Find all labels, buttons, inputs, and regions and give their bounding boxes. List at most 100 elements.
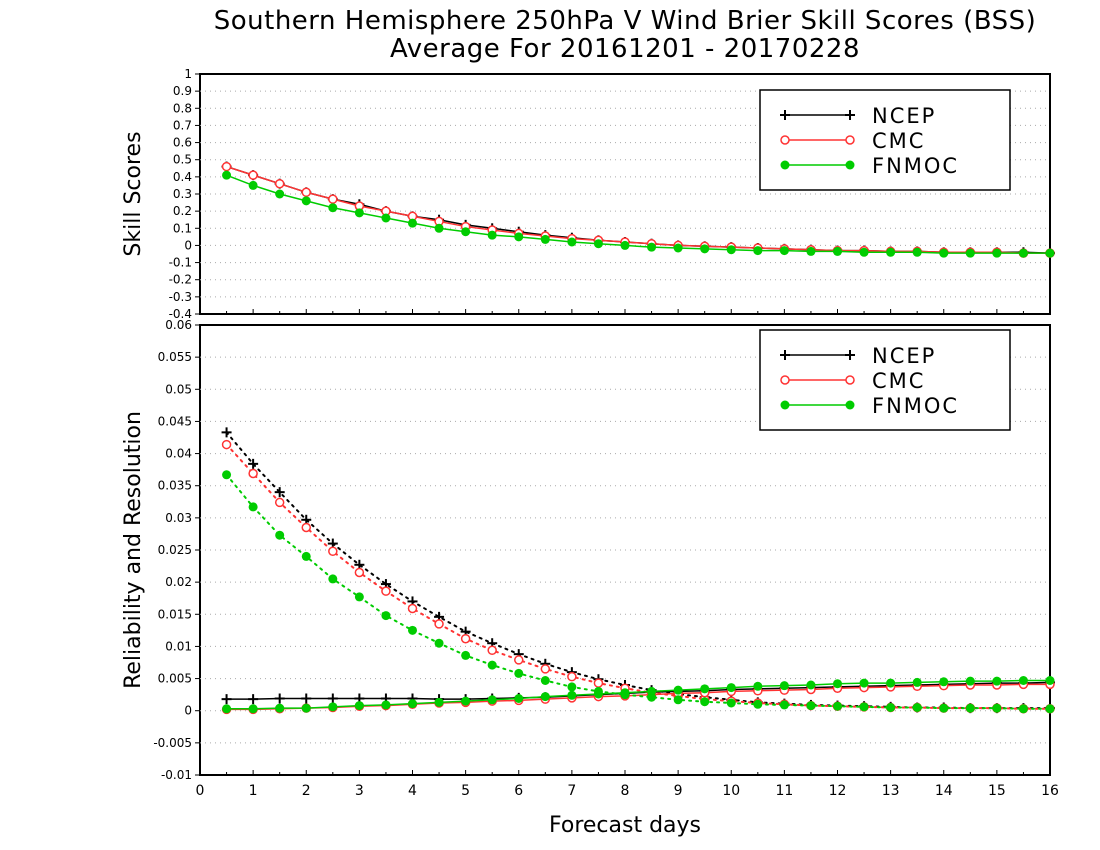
relres-x-tick-label: 3 [355, 783, 364, 799]
skill-fnmoc-point [1045, 248, 1055, 258]
relres-fnmoc-point [593, 689, 603, 699]
relres-fnmoc-point [567, 690, 577, 700]
skill-score-panel: 1 0.9 0.8 0.7 0.6 0.5 0.4 0.3 0.2 0.1 0 -0.1 -0.2 -0.… [121, 67, 1055, 321]
skill-fnmoc-point [354, 208, 364, 218]
relres-cmc-point [407, 603, 418, 614]
skill-y-tick-label: 0.6 [173, 136, 192, 150]
relres-fnmoc-point [222, 470, 232, 480]
relres-fnmoc-point [1018, 704, 1028, 714]
relres-x-axis-label: Forecast days [549, 813, 701, 838]
relres-fnmoc-point [222, 704, 232, 714]
relres-ncep-point [248, 458, 259, 469]
relres-fnmoc-point [939, 677, 949, 687]
relres-y-tick-label: 0.005 [158, 672, 192, 686]
skill-cmc-point [328, 194, 338, 204]
legend-marker [780, 350, 790, 360]
skill-cmc-point [301, 187, 311, 198]
relres-fnmoc-point [1018, 676, 1028, 685]
relres-x-tick-label: 15 [988, 783, 1006, 799]
relres-cmc-point [460, 633, 471, 644]
chart-title: Southern Hemisphere 250hPa V Wind Brier … [213, 6, 1037, 36]
relres-fnmoc-point [461, 650, 471, 660]
skill-fnmoc-point [939, 248, 949, 258]
relres-ncep-point [221, 427, 232, 438]
relres-x-tick-label: 2 [302, 783, 311, 799]
relres-y-tick-label: 0.035 [158, 479, 192, 493]
relres-fnmoc-point [806, 680, 816, 690]
relres-fnmoc-point [434, 638, 444, 648]
relres-y-tick-label: 0.02 [165, 575, 192, 589]
relres-cmc-point [221, 439, 232, 450]
relres-series-fnmoc-dotted [222, 470, 1055, 714]
legend-marker [780, 375, 790, 385]
skill-fnmoc-point [886, 247, 896, 257]
relres-ncep-point [248, 694, 259, 705]
skill-y-tick-label: -0.1 [169, 256, 192, 270]
relres-fnmoc-point [833, 679, 842, 689]
skill-fnmoc-point [620, 240, 630, 250]
relres-cmc-point [540, 664, 551, 674]
relres-fnmoc-point [461, 696, 471, 706]
relres-y-tick-label: 0.04 [165, 447, 192, 461]
relres-y-tick-label: 0.01 [165, 639, 192, 653]
skill-fnmoc-point [567, 237, 577, 247]
relres-cmc-point [354, 567, 365, 578]
relres-y-tick-label: -0.005 [153, 736, 192, 750]
skill-y-tick-label: -0.2 [169, 273, 192, 287]
skill-cmc-point [221, 161, 232, 172]
relres-legend-item-fnmoc: FNMOC [780, 394, 959, 418]
relres-cmc-point [593, 678, 604, 688]
relres-fnmoc-point [965, 703, 975, 713]
legend-label: FNMOC [872, 394, 959, 418]
skill-y-tick-label: 0 [184, 238, 192, 252]
relres-fnmoc-point [992, 676, 1002, 686]
relres-y-tick-label: 0 [184, 704, 192, 718]
relres-fnmoc-point [673, 695, 683, 705]
relres-x-tick-label: 11 [775, 783, 793, 799]
legend-label: CMC [872, 369, 925, 393]
relres-cmc-point [301, 522, 311, 533]
relres-cmc-point [274, 497, 285, 508]
skill-fnmoc-point [806, 246, 816, 256]
relres-fnmoc-point [833, 701, 842, 711]
skill-fnmoc-point [381, 213, 391, 223]
relres-y-tick-label: 0.015 [158, 607, 192, 621]
legend-marker [845, 375, 855, 385]
relres-fnmoc-point [912, 703, 922, 712]
relres-fnmoc-point [886, 703, 896, 712]
legend-marker [845, 400, 855, 410]
relres-fnmoc-point [301, 551, 311, 561]
skill-y-tick-label: -0.4 [169, 307, 192, 321]
skill-legend-item-fnmoc: FNMOC [780, 154, 957, 178]
legend-marker [780, 400, 790, 410]
relres-fnmoc-point [673, 685, 683, 695]
relres-fnmoc-point [859, 678, 869, 688]
skill-series-fnmoc-solid [222, 170, 1055, 258]
relres-x-tick-label: 9 [674, 783, 683, 799]
skill-fnmoc-point [275, 189, 285, 199]
relres-y-tick-label: 0.05 [165, 382, 192, 396]
relres-fnmoc-point [1045, 704, 1055, 714]
skill-fnmoc-point [461, 227, 471, 237]
relres-fnmoc-point [408, 699, 417, 709]
relres-fnmoc-point [275, 530, 285, 540]
relres-fnmoc-point [992, 703, 1002, 713]
skill-fnmoc-point [301, 196, 311, 206]
skill-fnmoc-point [965, 248, 975, 258]
relres-y-tick-label: 0.025 [158, 543, 192, 557]
relres-cmc-point [514, 655, 524, 665]
relres-y-tick-label: 0.03 [165, 511, 192, 525]
relres-fnmoc-point [700, 697, 710, 707]
skill-y-tick-label: 0.7 [173, 118, 192, 132]
skill-fnmoc-point [328, 203, 338, 213]
skill-fnmoc-point [1018, 248, 1028, 258]
relres-ncep-point [274, 487, 285, 498]
relres-fnmoc-point [540, 676, 550, 685]
relres-legend-item-ncep: NCEP [780, 344, 936, 368]
relres-x-tick-label: 14 [935, 783, 953, 799]
skill-fnmoc-point [593, 239, 603, 249]
relres-fnmoc-point [248, 502, 258, 512]
legend-label: NCEP [872, 344, 936, 368]
